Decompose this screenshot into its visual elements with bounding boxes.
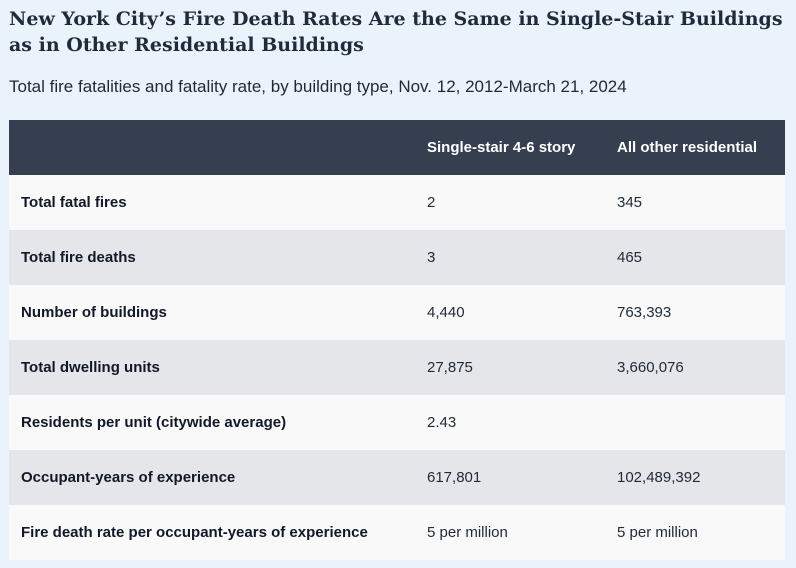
row-label: Occupant-years of experience <box>21 469 236 486</box>
cell-single-stair: 5 per million <box>427 524 508 541</box>
cell-all-other: 5 per million <box>617 524 698 541</box>
cell-all-other <box>605 395 785 450</box>
row-label: Total dwelling units <box>21 359 160 376</box>
cell-all-other: 465 <box>617 249 643 266</box>
cell-all-other: 345 <box>617 194 643 211</box>
table-row: Occupant-years of experience 617,801 102… <box>9 450 785 505</box>
table-header: Single-stair 4-6 story All other residen… <box>9 120 785 175</box>
cell-single-stair: 2.43 <box>427 414 457 431</box>
row-label: Number of buildings <box>21 304 167 321</box>
cell-single-stair: 27,875 <box>427 359 473 376</box>
cell-single-stair: 2 <box>427 194 436 211</box>
table-row: Total fatal fires 2 345 <box>9 175 785 230</box>
cell-all-other: 3,660,076 <box>617 359 684 376</box>
table-body: Total fatal fires 2 345 Total fire death… <box>9 175 785 560</box>
table-row: Residents per unit (citywide average) 2.… <box>9 395 785 450</box>
header-cell-single-stair: Single-stair 4-6 story <box>427 139 576 156</box>
chart-subtitle: Total fire fatalities and fatality rate,… <box>9 77 627 96</box>
cell-all-other: 102,489,392 <box>617 469 701 486</box>
header-cell-label <box>9 120 415 175</box>
table-row: Fire death rate per occupant-years of ex… <box>9 505 785 560</box>
chart-title: New York City’s Fire Death Rates Are the… <box>9 8 783 56</box>
table-row: Total dwelling units 27,875 3,660,076 <box>9 340 785 395</box>
row-label: Total fire deaths <box>21 249 136 266</box>
data-table: Single-stair 4-6 story All other residen… <box>9 120 785 560</box>
row-label: Total fatal fires <box>21 194 127 211</box>
cell-single-stair: 4,440 <box>427 304 465 321</box>
row-label: Residents per unit (citywide average) <box>21 414 287 431</box>
table-row: Number of buildings 4,440 763,393 <box>9 285 785 340</box>
cell-all-other: 763,393 <box>617 304 672 321</box>
header-row: Single-stair 4-6 story All other residen… <box>9 120 785 175</box>
header-cell-all-other: All other residential <box>617 139 758 156</box>
cell-single-stair: 3 <box>427 249 436 266</box>
row-label: Fire death rate per occupant-years of ex… <box>21 524 368 541</box>
cell-single-stair: 617,801 <box>427 469 482 486</box>
table-row: Total fire deaths 3 465 <box>9 230 785 285</box>
